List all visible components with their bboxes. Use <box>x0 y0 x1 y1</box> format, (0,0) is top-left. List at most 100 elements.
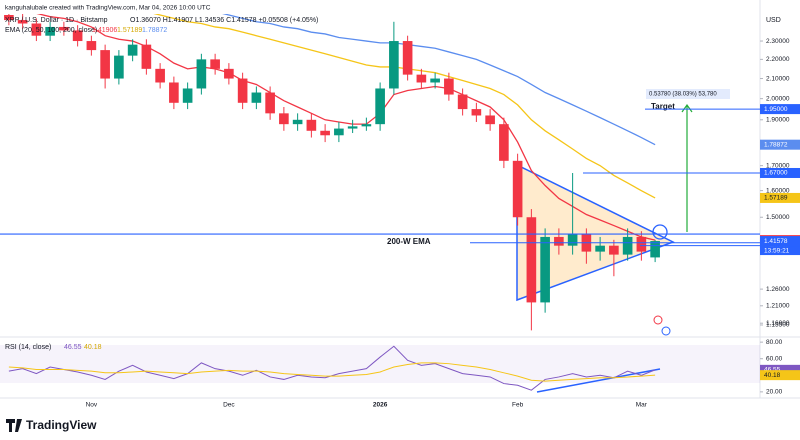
price-pane <box>4 14 660 331</box>
ema-line <box>36 14 656 241</box>
x-tick-label: Feb <box>512 402 524 409</box>
y-tick-label: 2.20000 <box>766 56 790 63</box>
price-tag-label: 1.95000 <box>764 106 788 113</box>
event-icon <box>653 315 663 325</box>
price-tag <box>760 104 800 115</box>
candle-body <box>389 41 399 89</box>
candle-body <box>86 41 97 51</box>
ohlc: O1.36070 H1.41907 L1.34536 C1.41578 +0.0… <box>130 17 318 24</box>
candle-body <box>17 20 28 24</box>
candle-body <box>320 130 330 136</box>
ema-title: EMA (20, 50, 100, 200, close) <box>5 27 97 34</box>
candle-body <box>114 55 124 79</box>
price-tag-label: 46.55 <box>764 367 781 374</box>
y-tick-label: 2.00000 <box>766 95 790 102</box>
logo: TradingView <box>26 418 97 432</box>
candle-body <box>595 245 605 252</box>
candle-body <box>251 92 262 103</box>
credit: kanguhalubale created with TradingView.c… <box>5 5 211 12</box>
ema-value: 1.57189 <box>117 27 142 34</box>
candle-body <box>650 241 660 258</box>
countdown: 13:59:21 <box>764 247 790 254</box>
x-tick-label: Nov <box>86 402 98 409</box>
candle-body <box>72 30 83 42</box>
candle-body <box>512 160 523 218</box>
candle-body <box>45 26 55 36</box>
candle-body <box>567 234 578 246</box>
rsi-line <box>8 362 656 382</box>
price-tag <box>760 167 800 178</box>
candle-body <box>402 41 413 75</box>
price-tag <box>760 370 800 381</box>
candle-body <box>361 124 372 127</box>
rsi-band <box>0 345 760 383</box>
candle-body <box>636 236 647 252</box>
price-tag <box>760 364 800 375</box>
x-tick-label: Mar <box>636 402 648 409</box>
price-tag-label: 1.67000 <box>764 170 788 177</box>
candle-body <box>141 44 152 69</box>
candle-body <box>279 113 289 125</box>
candle-body <box>31 23 42 36</box>
y-tick-label: 1.21000 <box>766 303 790 310</box>
y-tick-label: 80.00 <box>766 339 783 346</box>
candle-body <box>499 124 509 161</box>
highlight-circle <box>652 224 668 240</box>
rsi-ma-value: 40.18 <box>84 344 102 351</box>
y-tick-label: 1.60000 <box>766 187 790 194</box>
y-tick-label: 20.00 <box>766 389 783 396</box>
x-tick-label: 2026 <box>373 402 388 409</box>
arrow-head <box>681 103 693 113</box>
candle-body <box>622 236 633 255</box>
candle-body <box>196 59 207 89</box>
candle-body <box>540 236 550 303</box>
y-tick-label: 1.16000 <box>766 320 790 327</box>
y-tick-label: 1.15500 <box>766 322 790 329</box>
candle-body <box>155 68 165 83</box>
price-tag <box>760 192 800 203</box>
candle-body <box>554 236 564 246</box>
candle-body <box>485 115 495 125</box>
y-tick-label: 1.70000 <box>766 162 790 169</box>
logo-icon <box>6 419 22 432</box>
price-tag <box>760 139 800 150</box>
candle-body <box>609 245 619 255</box>
triangle-pattern <box>516 163 675 302</box>
candle-body <box>430 78 440 83</box>
currency: USD <box>766 17 781 24</box>
candle-body <box>169 82 179 103</box>
symbol: XRP / U.S. Dollar · 1D · Bitstamp <box>5 17 108 24</box>
y-tick-label: 2.30000 <box>766 38 790 45</box>
candle-body <box>4 15 14 21</box>
ema-value: 1.41906 <box>92 27 117 34</box>
price-tag-label: 40.18 <box>764 372 781 379</box>
y-tick-label: 60.00 <box>766 355 783 362</box>
candle-body <box>59 26 69 31</box>
price-tag-label: 1.57189 <box>764 195 788 202</box>
candle-body <box>100 50 110 79</box>
y-tick-label: 2.10000 <box>766 75 790 82</box>
price-tag <box>760 236 800 247</box>
rsi-title: RSI (14, close) <box>5 344 51 351</box>
ema-line <box>153 14 656 199</box>
candle-body <box>526 217 537 303</box>
measure-box <box>646 89 730 99</box>
countdown-tag <box>760 246 800 256</box>
y-tick-label: 1.90000 <box>766 117 790 124</box>
candle-body <box>471 109 482 116</box>
candle-body <box>444 78 454 95</box>
event-icon <box>661 326 671 336</box>
candle-body <box>224 68 234 79</box>
candle-body <box>375 88 385 125</box>
price-tag-label: 1.78872 <box>764 141 788 148</box>
y-tick-label: 1.50000 <box>766 214 790 221</box>
candle-body <box>210 59 220 69</box>
rsi-trendline <box>536 368 661 393</box>
candle-body <box>182 88 193 103</box>
x-tick-label: Dec <box>223 402 235 409</box>
measure-label: 0.53780 (38.03%) 53,780 <box>649 92 717 98</box>
annotation: 200-W EMA <box>387 237 431 246</box>
candle-body <box>265 92 275 114</box>
